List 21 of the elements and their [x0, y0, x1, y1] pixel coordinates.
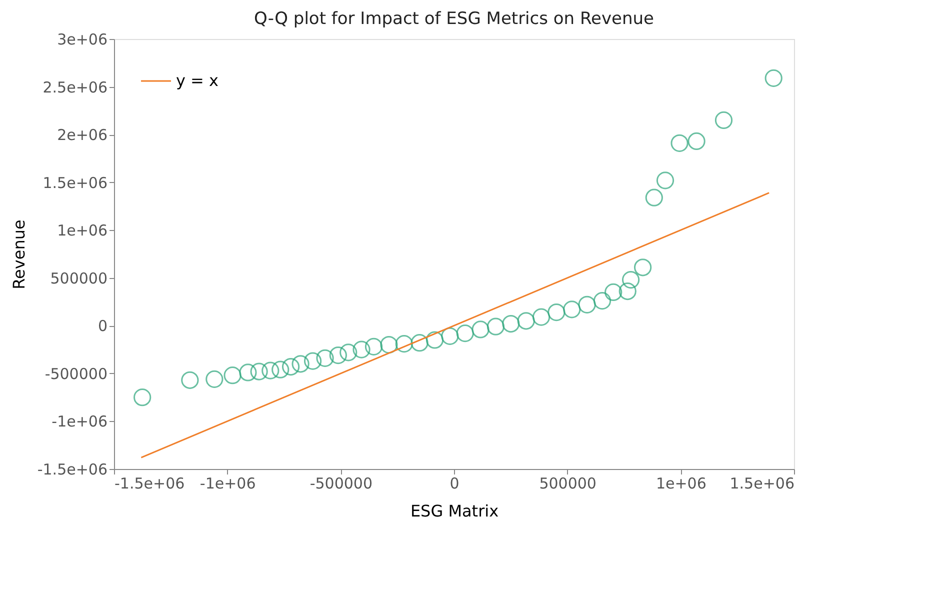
y-tick-label: 0 — [98, 317, 108, 336]
y-tick-label: 1.5e+06 — [42, 174, 108, 192]
y-tick-label: 1e+06 — [57, 222, 108, 240]
x-tick-label: -1.5e+06 — [114, 474, 185, 492]
y-tick-label: 2e+06 — [57, 126, 108, 144]
legend-label: y = x — [176, 71, 219, 90]
y-tick-label: 500000 — [50, 269, 108, 288]
y-tick-label: 3e+06 — [57, 30, 108, 48]
y-tick-label: -1e+06 — [52, 412, 108, 431]
x-tick-label: 1e+06 — [656, 474, 706, 492]
x-tick-label: 500000 — [539, 474, 596, 492]
y-tick-label: -1.5e+06 — [37, 460, 108, 478]
chart-title: Q-Q plot for Impact of ESG Metrics on Revenue — [254, 9, 654, 29]
x-tick-label: -500000 — [310, 474, 373, 492]
x-axis-title: ESG Matrix — [410, 502, 499, 520]
y-axis-title: Revenue — [9, 220, 28, 290]
y-tick-label: 2.5e+06 — [42, 78, 108, 96]
x-tick-label: 0 — [450, 474, 460, 492]
x-tick-label: 1.5e+06 — [730, 474, 794, 492]
x-tick-label: -1e+06 — [200, 474, 256, 492]
y-tick-label: -500000 — [44, 364, 108, 383]
